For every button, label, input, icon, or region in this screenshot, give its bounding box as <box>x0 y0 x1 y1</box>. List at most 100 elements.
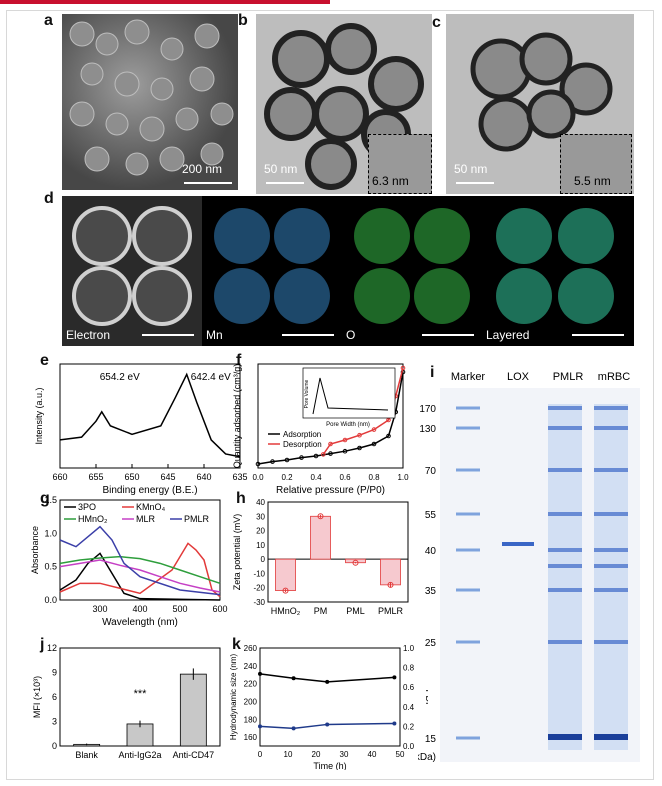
k-ytick-right-label: 0.6 <box>403 683 415 692</box>
g-axes-box <box>59 499 221 601</box>
k-xlabel: Time (h) <box>313 761 346 770</box>
h-ylabel: Zeta potential (mV) <box>232 514 242 591</box>
i-marker-label: 170 <box>419 404 436 415</box>
panel-label-g: g <box>40 490 50 507</box>
k-ytick-label: 180 <box>244 715 258 724</box>
f-point <box>357 432 362 438</box>
tem-b-inset-label: 6.3 nm <box>372 174 409 188</box>
f-axes-box <box>257 363 404 469</box>
g-ytick-label: 1.0 <box>44 528 57 538</box>
h-bar <box>380 558 401 586</box>
k-point <box>291 676 296 681</box>
i-lane-band <box>548 512 582 516</box>
i-lane-band-dye <box>548 734 582 740</box>
tem-image-c: 50 nm 5.5 nm <box>446 14 634 194</box>
h-xtick-label: HMnO₂ <box>271 606 301 616</box>
k-ytick-right-label: 0.4 <box>403 703 415 712</box>
f-point <box>371 427 377 432</box>
i-marker-band <box>456 588 480 592</box>
tem-b-scale-bar <box>266 182 304 184</box>
tem-c-scale-bar <box>456 182 494 184</box>
i-marker-band <box>456 640 480 644</box>
k-xtick-label: 20 <box>312 750 321 759</box>
eds-map-label-mn: Mn <box>206 328 223 342</box>
g-legend-label: 3PO <box>78 502 96 512</box>
eds-mn-map: Mn <box>202 196 342 346</box>
j-xtick-label: Blank <box>75 750 98 760</box>
layered-signal <box>496 208 614 324</box>
h-xtick-label: PMLR <box>378 606 404 616</box>
j-ytick-label: 0 <box>52 741 57 751</box>
i-lane-band <box>548 468 582 472</box>
chart-i-gel: Marker LOX PMLR mRBC 170 130 70 55 40 35 25 15 (kDa) <box>418 371 640 763</box>
figure-frame <box>6 10 654 780</box>
f-point <box>386 433 391 439</box>
eds-map-label-o: O <box>346 328 356 342</box>
panel-label-h: h <box>236 490 246 507</box>
g-ytick-label: 1.5 <box>44 495 57 505</box>
electron-particles <box>72 206 192 326</box>
i-marker-label: 40 <box>425 546 437 557</box>
panel-label-d: d <box>44 190 54 207</box>
eds-electron-scale-bar <box>142 334 194 336</box>
i-lox-band <box>502 542 534 546</box>
h-ytick-label: 0 <box>261 555 266 564</box>
header-accent-bar <box>0 0 330 4</box>
mn-signal <box>214 208 330 324</box>
chart-f-isotherm: 0.0 0.2 0.4 0.6 0.8 1.0 Relative pressure (P/P… <box>232 363 409 496</box>
eds-o-map: O <box>342 196 482 346</box>
g-xtick-label: 400 <box>132 604 147 614</box>
eds-mn-scale-bar <box>282 334 334 336</box>
panel-label-f: f <box>236 352 242 369</box>
k-point <box>291 726 296 731</box>
o-signal <box>354 208 470 324</box>
sem-image: 200 nm <box>62 14 238 190</box>
k-point <box>258 724 262 729</box>
k-ytick-label: 260 <box>244 644 258 653</box>
j-bar <box>179 673 207 747</box>
chart-g-uv-vis: 300 400 500 600 0.0 0.5 1.0 1.5 Wavelength (nm) A… <box>30 495 228 628</box>
k-ylabel: Hydrodynamic size (nm) <box>229 654 238 741</box>
f-point <box>328 441 333 447</box>
f-point <box>342 437 348 443</box>
i-lane-band <box>594 468 628 472</box>
j-ytick-label: 12 <box>47 643 57 653</box>
h-ytick-label: 30 <box>256 512 265 521</box>
g-xtick-label: 500 <box>172 604 187 614</box>
e-xlabel: Binding energy (B.E.) <box>102 485 197 496</box>
h-ytick-label: -10 <box>253 569 265 578</box>
g-legend-label: PMLR <box>184 514 210 524</box>
h-point <box>282 587 289 594</box>
f-point <box>357 445 362 451</box>
panel-label-c: c <box>432 14 441 31</box>
eds-map-label-electron: Electron <box>66 328 111 342</box>
h-ytick-label: 10 <box>256 541 265 550</box>
e-series-line <box>59 372 241 458</box>
i-lane-band <box>594 406 628 410</box>
f-point <box>400 365 406 371</box>
j-ytick-label: 9 <box>52 668 57 678</box>
k-ytick-label: 200 <box>244 697 258 706</box>
eds-electron-map: Electron <box>62 196 202 346</box>
e-annotation-peak1: 642.4 eV <box>191 372 231 383</box>
k-ytick-label: 240 <box>244 662 258 671</box>
j-xtick-label: Anti-IgG2a <box>118 750 161 760</box>
k-xtick-label: 10 <box>284 750 293 759</box>
k-point <box>258 671 262 676</box>
k-xtick-label: 30 <box>340 750 349 759</box>
sem-scale-label: 200 nm <box>182 162 223 176</box>
panel-label-e: e <box>40 352 49 369</box>
sem-scale-bar <box>184 182 232 184</box>
k-ytick-label: 160 <box>244 733 258 742</box>
f-point <box>255 461 261 467</box>
f-inset-ylabel: Pore Volume <box>304 379 310 408</box>
k-xtick-label: 0 <box>258 750 263 759</box>
f-xtick-label: 0.6 <box>339 473 351 482</box>
g-legend-label: MLR <box>136 514 156 524</box>
e-axes-box <box>59 363 241 469</box>
i-lane-band <box>548 640 582 644</box>
k-ytick-right-label: 1.0 <box>403 644 415 653</box>
g-series-line <box>59 552 221 601</box>
i-marker-band <box>456 406 480 410</box>
i-lane-band <box>594 426 628 430</box>
